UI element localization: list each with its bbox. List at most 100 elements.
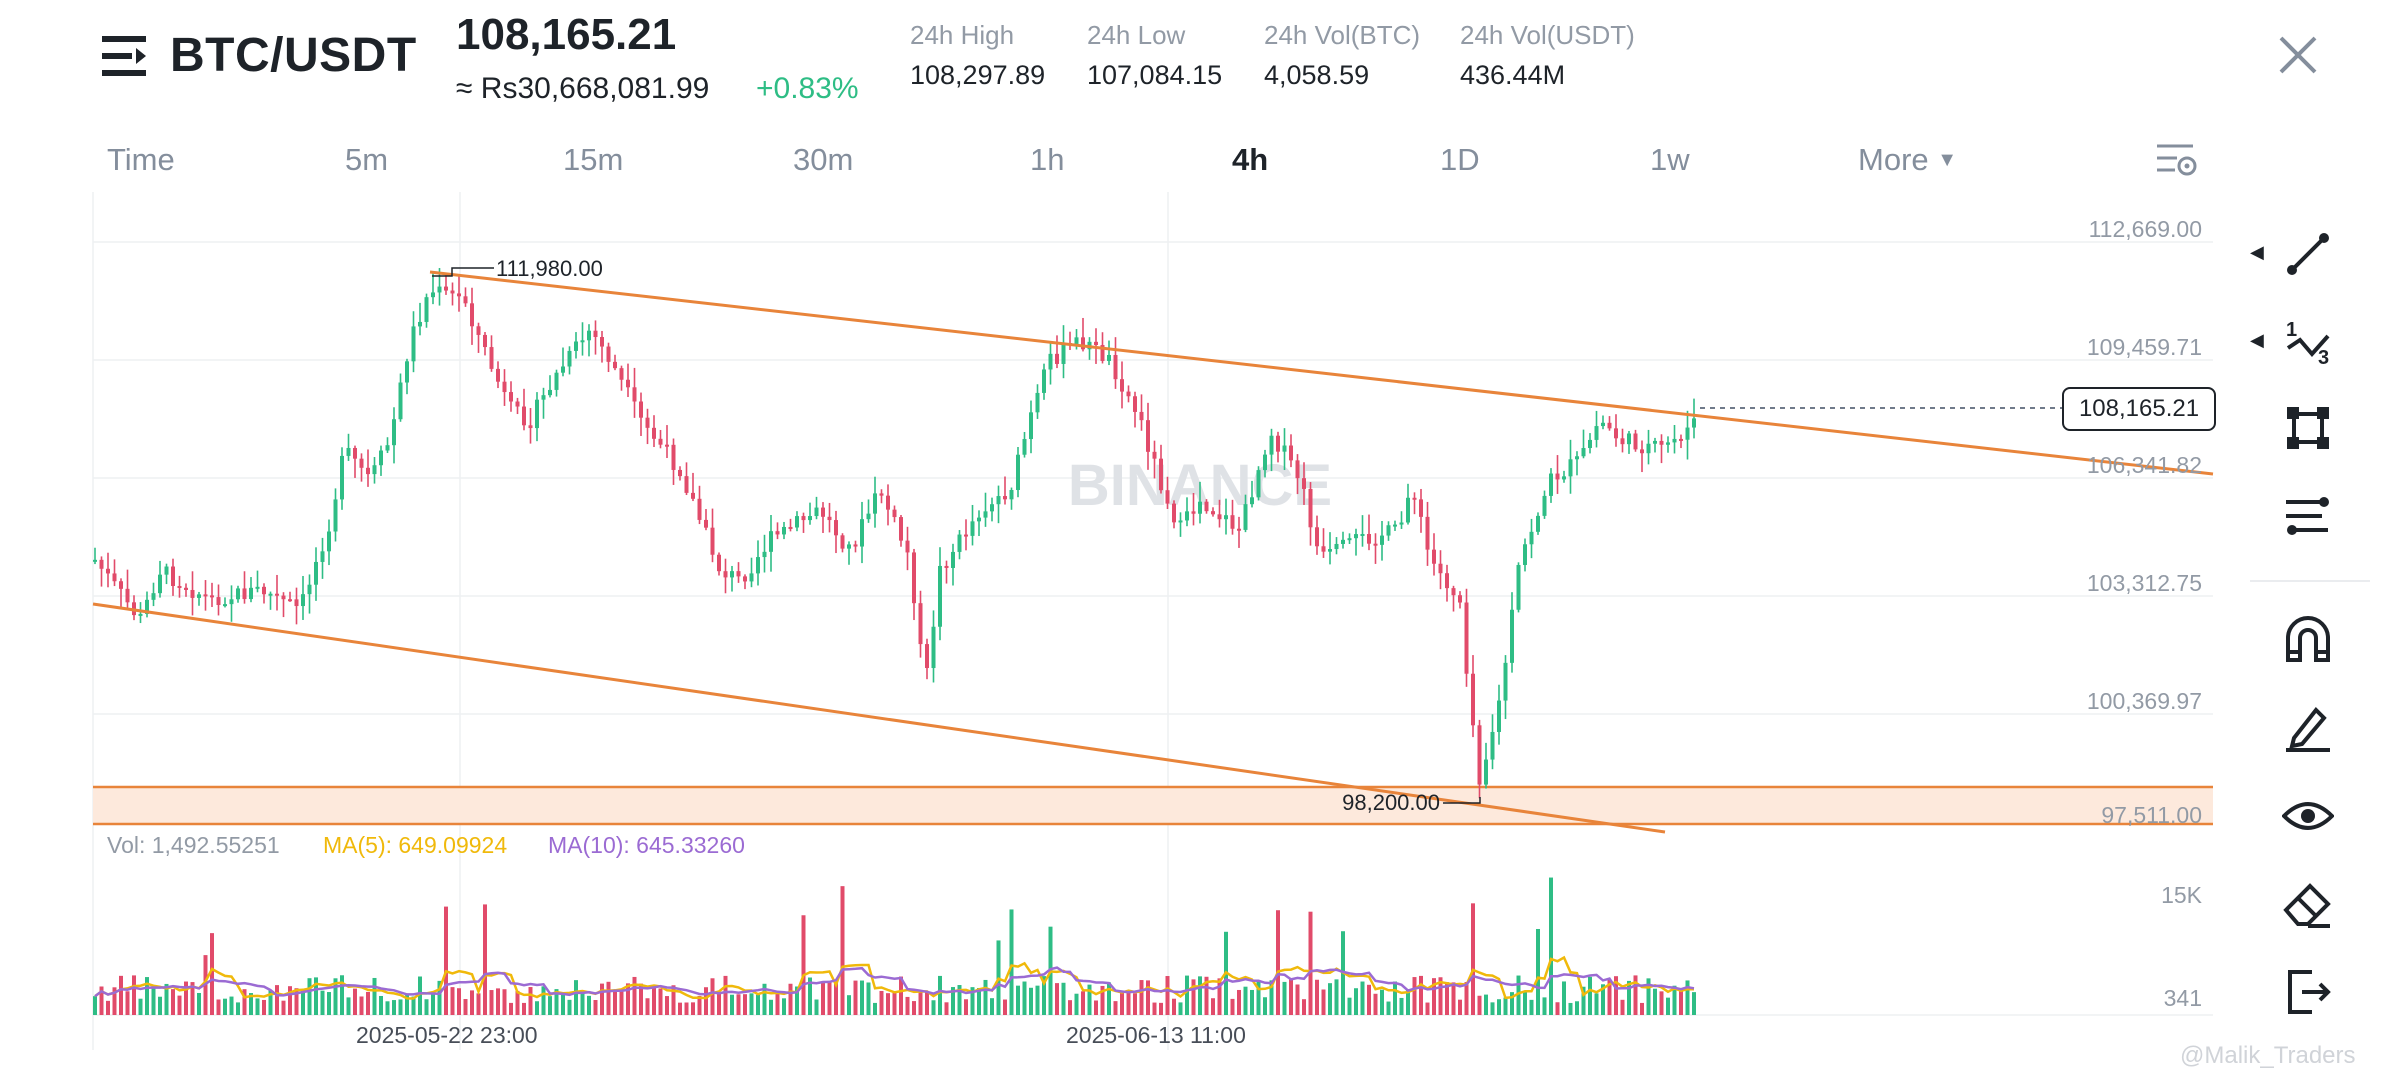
tab-1d[interactable]: 1D (1440, 142, 1480, 177)
candle-body (1471, 673, 1475, 726)
tab-1w[interactable]: 1w (1650, 142, 1690, 177)
candle-body (1451, 588, 1456, 596)
tab-time[interactable]: Time (107, 142, 175, 177)
volume-bar (1178, 1002, 1183, 1015)
volume-bar (1555, 1002, 1560, 1015)
volume-bar (314, 977, 318, 1015)
volume-bar (1055, 983, 1059, 1015)
volume-bar (1237, 989, 1241, 1015)
volume-bar (710, 978, 715, 1015)
candle-body (931, 626, 936, 669)
candle-body (1009, 489, 1014, 500)
volume-bar (1412, 977, 1417, 1015)
candle-body (333, 499, 338, 532)
shape-tool-icon[interactable] (2282, 402, 2334, 454)
tab-more[interactable]: More ▼ (1858, 142, 1957, 178)
candle-body (1536, 515, 1540, 532)
line-tool-icon[interactable] (2282, 228, 2334, 280)
candle-body (1594, 426, 1599, 440)
volume-bar (418, 976, 422, 1015)
pair-title[interactable]: BTC/USDT (170, 29, 417, 82)
volume-bar (1191, 979, 1196, 1015)
candle-body (1510, 609, 1514, 663)
volume-bar (1399, 997, 1404, 1015)
candle-body (795, 516, 799, 528)
volume-bar (1360, 981, 1365, 1015)
candle-body (1035, 392, 1040, 413)
candle-body (203, 594, 208, 597)
candles (93, 268, 1696, 799)
tab-4h[interactable]: 4h (1232, 142, 1269, 177)
candle-body (1354, 534, 1358, 539)
candle-body (1185, 511, 1189, 521)
volume-bar (704, 987, 708, 1015)
candle-body (567, 350, 572, 367)
candle-body (197, 594, 201, 598)
volume-bar (1620, 999, 1625, 1015)
candle-body (1204, 501, 1209, 512)
magnet-icon[interactable] (2282, 614, 2334, 666)
volume-bar (990, 998, 994, 1015)
candle-body (613, 361, 617, 369)
volume-bar (1113, 1001, 1118, 1015)
eye-icon[interactable] (2281, 790, 2335, 842)
indicator-settings-icon[interactable] (2282, 490, 2334, 542)
volume-bar (1217, 978, 1222, 1015)
candle-body (996, 496, 1001, 505)
candle-body (749, 573, 754, 582)
volume-bar (938, 975, 942, 1015)
candle-body (1679, 438, 1683, 441)
candle-body (1100, 345, 1105, 361)
volume-bar (1386, 1001, 1391, 1015)
menu-icon[interactable] (100, 32, 152, 80)
tab-5m[interactable]: 5m (345, 142, 389, 177)
chart-settings-icon[interactable] (2155, 140, 2199, 180)
volume-bar (892, 991, 897, 1015)
stat-value-high: 108,297.89 (910, 60, 1046, 90)
candle-body (327, 531, 331, 552)
volume-bar (1373, 993, 1378, 1015)
eraser-icon[interactable] (2282, 878, 2334, 930)
volume-bar (242, 989, 247, 1015)
expand-arrow-icon[interactable]: ◀ (2250, 242, 2264, 262)
volume-bar (470, 990, 474, 1015)
volume-bar (515, 990, 520, 1015)
volume-bar (450, 987, 455, 1015)
volume-bar (1594, 993, 1599, 1015)
tab-30m[interactable]: 30m (793, 142, 854, 177)
candle-body (346, 447, 351, 456)
stat-value-vol-btc: 4,058.59 (1264, 60, 1370, 90)
volume-bar (1269, 980, 1274, 1015)
volume-bar (1289, 978, 1293, 1015)
candle-body (1328, 549, 1332, 552)
candle-body (977, 517, 981, 522)
volume-bar (1438, 977, 1443, 1015)
candle-body (184, 587, 188, 590)
volume-bar (554, 989, 559, 1015)
expand-arrow-icon[interactable]: ◀ (2250, 330, 2264, 350)
support-zone (93, 787, 2213, 824)
candle-body (379, 450, 383, 466)
volume-bar (411, 996, 416, 1015)
candle-body (1568, 459, 1573, 477)
candle-body (1120, 379, 1124, 392)
candle-body (1555, 473, 1560, 480)
low-marker-leader (1443, 797, 1481, 804)
candle-body (1347, 538, 1352, 541)
volume-bar (1510, 992, 1514, 1015)
volume-bar (1003, 999, 1007, 1015)
volume-bar (522, 1002, 526, 1015)
volume-bar (145, 977, 149, 1015)
pencil-icon[interactable] (2282, 702, 2334, 754)
volume-bar (1425, 1002, 1430, 1015)
volume-bar (1666, 997, 1670, 1015)
tab-15m[interactable]: 15m (563, 142, 624, 177)
price-chart[interactable]: BINANCE 111,980.00 98,200.00 (0, 190, 2230, 1070)
close-icon[interactable] (2275, 32, 2321, 78)
volume-bar (1016, 985, 1020, 1015)
volume-bar (736, 994, 741, 1015)
candle-body (814, 507, 819, 517)
exit-icon[interactable] (2282, 966, 2334, 1018)
tab-1h[interactable]: 1h (1030, 142, 1065, 177)
